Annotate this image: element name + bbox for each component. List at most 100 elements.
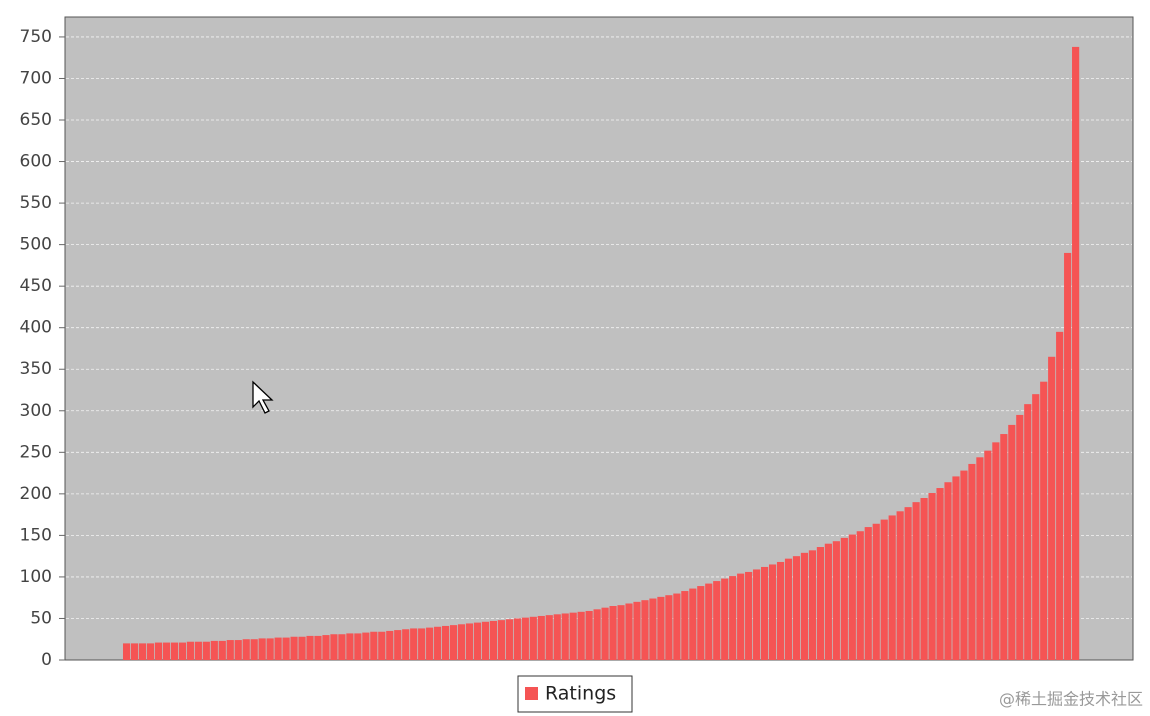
bar — [1008, 424, 1016, 660]
bar — [370, 631, 378, 660]
bar — [473, 622, 482, 660]
bar — [936, 488, 944, 660]
bar — [633, 601, 641, 660]
bar — [434, 626, 442, 660]
bar — [378, 631, 386, 660]
bar — [585, 610, 593, 660]
bar — [402, 629, 410, 660]
bar — [154, 642, 163, 660]
bar — [1024, 404, 1032, 660]
bar — [840, 537, 848, 660]
bar — [784, 558, 793, 660]
bar — [170, 642, 179, 660]
bar — [737, 573, 745, 660]
bar — [768, 564, 777, 660]
bar — [130, 643, 139, 660]
bar — [601, 607, 609, 660]
bar — [162, 642, 171, 660]
bar — [234, 640, 242, 660]
bar — [649, 598, 657, 660]
watermark: @稀土掘金技术社区 — [999, 690, 1143, 709]
legend: Ratings — [517, 675, 633, 713]
bar — [808, 550, 817, 660]
bar — [745, 571, 753, 660]
bar — [904, 507, 912, 660]
bar — [202, 641, 210, 660]
bar — [641, 600, 649, 660]
y-tick-label: 200 — [20, 484, 52, 504]
bar — [442, 625, 450, 660]
bar — [856, 531, 864, 660]
bar — [1032, 394, 1040, 660]
bar — [242, 639, 250, 660]
bar — [872, 523, 880, 660]
y-tick-label: 600 — [20, 152, 52, 172]
y-tick-label: 0 — [41, 650, 52, 670]
y-tick-label: 50 — [30, 608, 52, 628]
bar — [689, 588, 697, 660]
bar — [1040, 381, 1048, 660]
bar — [976, 457, 984, 660]
bar — [497, 620, 505, 660]
bar — [880, 519, 888, 660]
bar — [226, 640, 234, 660]
y-tick-label: 750 — [20, 27, 52, 47]
y-tick-label: 700 — [20, 68, 52, 88]
bar — [681, 591, 689, 660]
y-tick-label: 150 — [20, 525, 52, 545]
bar — [178, 642, 186, 660]
bar — [521, 617, 529, 660]
bar — [896, 511, 904, 660]
bar — [912, 502, 920, 660]
legend-swatch — [525, 687, 538, 700]
bar — [832, 541, 840, 660]
bar — [481, 621, 490, 660]
bar — [505, 619, 513, 660]
bar — [609, 606, 617, 660]
y-tick-label: 400 — [20, 318, 52, 338]
bar — [545, 615, 553, 660]
bar — [888, 515, 896, 660]
y-tick-label: 450 — [20, 276, 52, 296]
bar — [864, 527, 872, 660]
bar — [489, 620, 498, 660]
legend-label: Ratings — [545, 683, 616, 705]
bar — [513, 618, 521, 660]
bar — [960, 470, 968, 660]
bar — [753, 569, 761, 660]
bar — [673, 593, 681, 660]
bar — [465, 623, 474, 660]
bar — [705, 583, 713, 660]
bar — [561, 613, 569, 660]
bar — [713, 581, 721, 660]
bar — [274, 637, 282, 660]
bar — [250, 639, 258, 660]
bar — [282, 637, 290, 660]
bar — [824, 543, 832, 660]
y-tick-label: 550 — [20, 193, 52, 213]
bar — [138, 643, 147, 660]
bar — [593, 609, 601, 660]
bar — [665, 595, 673, 660]
bar — [1064, 252, 1072, 661]
bar — [984, 450, 992, 660]
bar — [1016, 414, 1024, 660]
bar — [426, 627, 434, 660]
bar — [322, 635, 330, 660]
bar — [761, 566, 769, 660]
bar — [314, 635, 322, 660]
bar — [194, 641, 202, 660]
bar — [625, 603, 633, 660]
bar — [1048, 356, 1056, 660]
y-tick-label: 100 — [20, 567, 52, 587]
bar — [553, 614, 561, 660]
y-tick-label: 300 — [20, 401, 52, 421]
bar — [577, 611, 585, 660]
bar — [729, 576, 737, 660]
bar — [298, 636, 306, 660]
bar — [968, 463, 976, 660]
bar — [776, 561, 785, 660]
bar — [394, 630, 402, 660]
bar — [354, 633, 362, 660]
bar — [792, 556, 801, 660]
